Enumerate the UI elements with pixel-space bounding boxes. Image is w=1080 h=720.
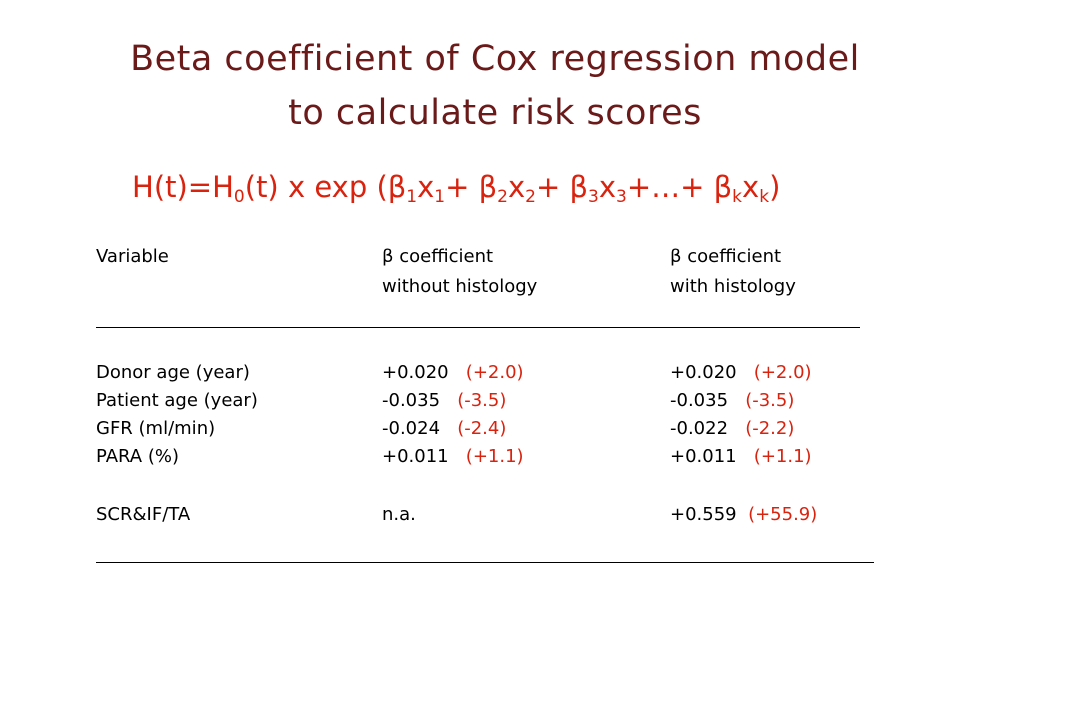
coef-value: -0.022 — [670, 418, 729, 439]
formula-subscript: 3 — [616, 187, 627, 207]
coef-percent: (+2.0) — [753, 362, 812, 383]
coef-percent: (-2.2) — [745, 418, 795, 439]
row-without-value: +0.011 (+1.1) — [382, 446, 524, 467]
row-without-value: -0.035 (-3.5) — [382, 390, 506, 411]
formula-subscript: 0 — [233, 187, 245, 207]
formula-subscript: 1 — [434, 187, 446, 207]
row-variable: Patient age (year) — [96, 390, 258, 411]
row-with-value: +0.011 (+1.1) — [670, 446, 812, 467]
row-with-value: -0.022 (-2.2) — [670, 418, 794, 439]
coef-value: n.a. — [382, 504, 416, 525]
row-without-value: n.a. — [382, 504, 416, 525]
row-with-value: +0.559 (+55.9) — [670, 504, 817, 525]
table-header-row-1: Variable β coefficient β coefficient — [96, 246, 896, 270]
table-row: PARA (%) +0.011 (+1.1) +0.011 (+1.1) — [96, 446, 896, 470]
table-header-row-2: without histology with histology — [96, 276, 896, 300]
formula-part: x — [598, 170, 617, 204]
formula-subscript: 2 — [497, 187, 508, 207]
table-row: GFR (ml/min) -0.024 (-2.4) -0.022 (-2.2) — [96, 418, 896, 442]
row-variable: GFR (ml/min) — [96, 418, 216, 439]
coef-value: -0.035 — [382, 390, 441, 411]
row-variable: Donor age (year) — [96, 362, 250, 383]
coef-percent: (+1.1) — [753, 446, 812, 467]
coef-value: +0.020 — [670, 362, 737, 383]
table-top-rule — [96, 327, 860, 328]
formula-subscript: k — [759, 187, 770, 207]
coef-percent: (-3.5) — [745, 390, 795, 411]
row-variable: SCR&IF/TA — [96, 504, 191, 525]
row-without-value: +0.020 (+2.0) — [382, 362, 524, 383]
slide-title-line-1: Beta coefficient of Cox regression model — [130, 39, 860, 79]
formula-part: x — [417, 170, 435, 204]
row-with-value: +0.020 (+2.0) — [670, 362, 812, 383]
formula-part: H — [132, 170, 154, 204]
coef-value: +0.559 — [670, 504, 737, 525]
coef-percent: (+2.0) — [465, 362, 524, 383]
formula-subscript: 3 — [588, 187, 599, 207]
formula-part: (t) x exp (β — [244, 170, 407, 204]
header-without-histology-sub: without histology — [382, 276, 538, 297]
formula-part: x — [507, 170, 526, 204]
header-with-histology: β coefficient — [670, 246, 782, 267]
coef-value: +0.011 — [382, 446, 449, 467]
header-without-histology: β coefficient — [382, 246, 494, 267]
coef-percent: (+55.9) — [748, 504, 818, 525]
formula-part: +…+ β — [626, 170, 733, 204]
coef-percent: (+1.1) — [465, 446, 524, 467]
header-with-histology-sub: with histology — [670, 276, 796, 297]
slide-title: Beta coefficient of Cox regression model… — [0, 32, 990, 140]
row-variable: PARA (%) — [96, 446, 179, 467]
header-variable: Variable — [96, 246, 169, 267]
row-with-value: -0.035 (-3.5) — [670, 390, 794, 411]
formula-part: ) — [769, 170, 781, 204]
table-row: Patient age (year) -0.035 (-3.5) -0.035 … — [96, 390, 896, 414]
cox-formula: H(t)=H0(t) x exp (β1x1+ β2x2+ β3x3+…+ βk… — [132, 170, 780, 207]
formula-part: x — [742, 170, 760, 204]
formula-subscript: 1 — [406, 187, 418, 207]
table-bottom-rule — [96, 562, 874, 563]
table-row: Donor age (year) +0.020 (+2.0) +0.020 (+… — [96, 362, 896, 386]
formula-part: + β — [445, 170, 498, 204]
coef-value: +0.011 — [670, 446, 737, 467]
row-without-value: -0.024 (-2.4) — [382, 418, 506, 439]
coef-value: -0.035 — [670, 390, 729, 411]
formula-part: (t)=H — [153, 170, 234, 204]
coef-percent: (-3.5) — [457, 390, 507, 411]
formula-subscript: k — [732, 187, 743, 207]
slide-title-line-2: to calculate risk scores — [288, 93, 702, 133]
coef-percent: (-2.4) — [457, 418, 507, 439]
coef-value: +0.020 — [382, 362, 449, 383]
coef-value: -0.024 — [382, 418, 441, 439]
table-row: SCR&IF/TA n.a. +0.559 (+55.9) — [96, 504, 896, 528]
formula-subscript: 2 — [525, 187, 536, 207]
formula-part: + β — [535, 170, 589, 204]
